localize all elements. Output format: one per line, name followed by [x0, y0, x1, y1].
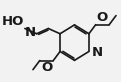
Text: HO: HO — [1, 15, 24, 28]
Text: O: O — [42, 61, 53, 74]
Text: N: N — [91, 46, 103, 59]
Text: N: N — [24, 26, 36, 39]
Text: O: O — [96, 11, 107, 24]
